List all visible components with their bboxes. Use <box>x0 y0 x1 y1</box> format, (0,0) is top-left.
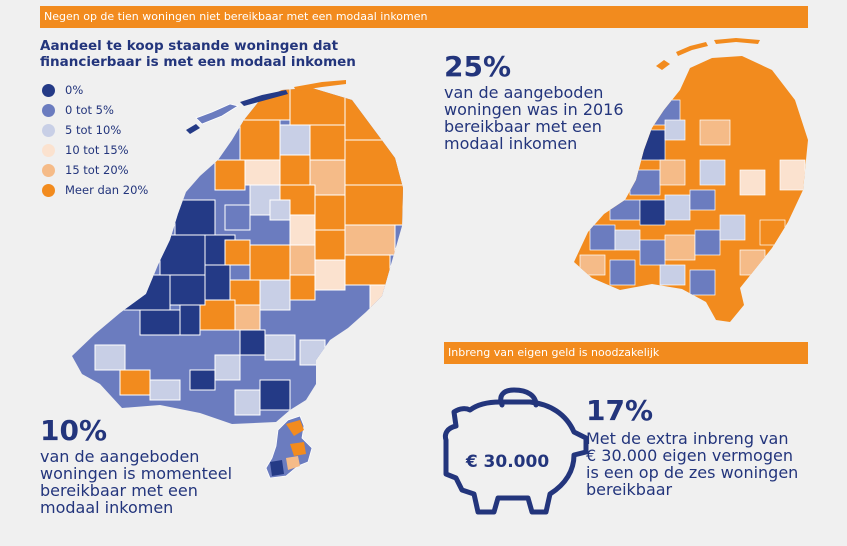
legend-item-1: 0 tot 5% <box>42 100 148 120</box>
current-map <box>72 80 403 479</box>
legend-swatch <box>42 103 55 117</box>
stat-now-line: modaal inkomen <box>40 498 174 517</box>
legend-item-3: 10 tot 15% <box>42 140 148 160</box>
legend-item-5: Meer dan 20% <box>42 180 148 200</box>
stat-now-description: van de aangeboden woningen is momenteel … <box>40 448 232 516</box>
legend-label: Meer dan 20% <box>65 183 149 197</box>
piggy-bank-icon <box>442 387 589 515</box>
legend-label: 0 tot 5% <box>65 103 114 117</box>
legend-item-4: 15 tot 20% <box>42 160 148 180</box>
legend-title: Aandeel te koop staande woningen dat fin… <box>40 38 380 70</box>
stat-now-line: van de aangeboden <box>40 447 200 466</box>
legend-item-0: 0% <box>42 80 148 100</box>
legend: 0% 0 tot 5% 5 tot 10% 10 tot 15% 15 tot … <box>42 80 148 200</box>
piggy-amount: € 30.000 <box>465 452 550 472</box>
legend-label: 15 tot 20% <box>65 163 129 177</box>
legend-label: 5 tot 10% <box>65 123 122 137</box>
legend-swatch <box>42 143 55 157</box>
legend-swatch <box>42 183 55 197</box>
savings-line: bereikbaar <box>586 480 673 499</box>
savings-description: Met de extra inbreng van € 30.000 eigen … <box>586 430 798 498</box>
legend-swatch <box>42 163 55 177</box>
legend-title-line-2: financierbaar is met een modaal inkomen <box>40 54 356 70</box>
savings-line: € 30.000 eigen vermogen <box>586 446 793 465</box>
stat-2016-line: bereikbaar met een <box>444 117 602 136</box>
legend-title-line-1: Aandeel te koop staande woningen dat <box>40 38 339 54</box>
stat-now-line: woningen is momenteel <box>40 464 233 483</box>
savings-banner: Inbreng van eigen geld is noodzakelijk <box>444 342 808 364</box>
map-2016 <box>574 38 808 322</box>
stat-now-line: bereikbaar met een <box>40 481 198 500</box>
savings-value: 17% <box>586 394 654 427</box>
header-banner: Negen op de tien woningen niet bereikbaa… <box>40 6 808 28</box>
legend-item-2: 5 tot 10% <box>42 120 148 140</box>
stat-2016-line: van de aangeboden <box>444 83 604 102</box>
legend-swatch <box>42 123 55 137</box>
stat-now-value: 10% <box>40 414 108 447</box>
stat-2016-description: van de aangeboden woningen was in 2016 b… <box>444 84 624 152</box>
stat-2016-line: modaal inkomen <box>444 134 578 153</box>
savings-line: Met de extra inbreng van <box>586 429 789 448</box>
stat-2016-line: woningen was in 2016 <box>444 100 624 119</box>
legend-label: 0% <box>65 83 84 97</box>
legend-swatch <box>42 83 55 97</box>
stat-2016-value: 25% <box>444 50 512 83</box>
legend-label: 10 tot 15% <box>65 143 129 157</box>
savings-line: is een op de zes woningen <box>586 463 799 482</box>
